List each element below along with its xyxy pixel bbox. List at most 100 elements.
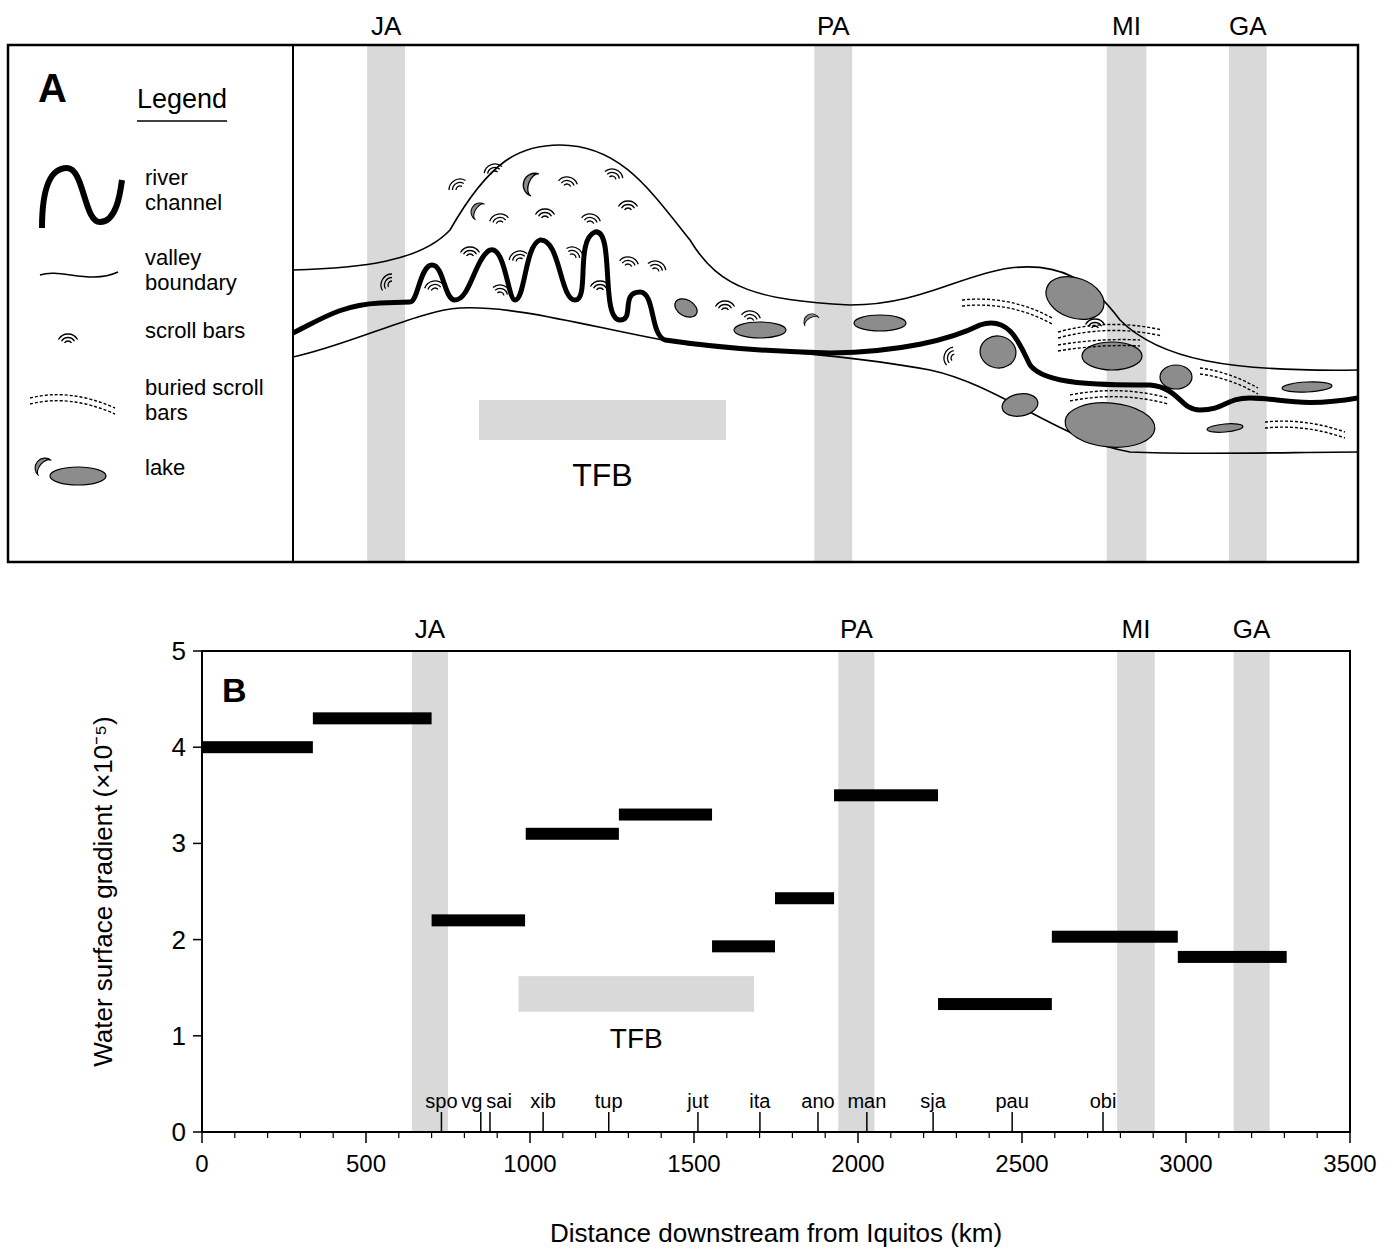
- reach-band: [1229, 45, 1267, 562]
- panel-a-bands: [367, 45, 1267, 562]
- legend-label: lake: [145, 455, 185, 480]
- buried-scroll-bar: [962, 299, 1052, 318]
- station-tick: [1102, 1112, 1104, 1132]
- legend-line: buried scroll: [145, 375, 264, 400]
- gradient-segment: [432, 914, 525, 926]
- y-tick: [193, 650, 202, 652]
- lake: [1063, 399, 1156, 451]
- buried-scroll-bar: [1265, 427, 1345, 438]
- x-minor-tick: [300, 1132, 301, 1138]
- scroll-bar: [507, 248, 528, 263]
- scroll-arc: [597, 288, 604, 290]
- reach-band: [1107, 45, 1147, 562]
- gradient-segment: [712, 940, 775, 952]
- buried-scroll-bar: [1070, 391, 1168, 398]
- scroll-arc: [625, 263, 632, 266]
- scroll-bar: [378, 271, 395, 292]
- y-tick-label: 1: [172, 1021, 186, 1051]
- legend-title: Legend: [137, 84, 227, 114]
- oxbow-lake: [520, 170, 539, 196]
- scroll-bar: [619, 256, 639, 268]
- scroll-arc: [497, 291, 504, 295]
- scroll-arc: [609, 175, 616, 179]
- x-tick-label: 1000: [503, 1150, 556, 1177]
- x-tick: [1021, 1132, 1023, 1143]
- x-minor-tick: [234, 1132, 235, 1138]
- x-tick-label: 1500: [667, 1150, 720, 1177]
- legend-line: valley: [145, 245, 201, 270]
- scroll-arc: [715, 301, 734, 307]
- reach-label: PA: [817, 11, 850, 41]
- valley-boundary: [293, 308, 1358, 454]
- gradient-segment: [938, 998, 1052, 1010]
- scroll-arc: [58, 334, 77, 340]
- buried-scroll-bar: [1058, 340, 1140, 345]
- scroll-bar: [581, 213, 601, 225]
- lake: [854, 315, 906, 331]
- x-minor-tick: [1054, 1132, 1055, 1138]
- lake: [1207, 422, 1244, 433]
- scroll-bar: [58, 334, 77, 343]
- y-axis-title: Water surface gradient (×10⁻⁵): [88, 716, 118, 1066]
- station-tick: [817, 1112, 819, 1132]
- station-label: jut: [686, 1090, 709, 1112]
- scroll-bar: [558, 176, 578, 188]
- scroll-arc: [446, 176, 465, 190]
- x-minor-tick: [661, 1132, 662, 1138]
- station-label: ano: [801, 1090, 834, 1112]
- station-tick: [480, 1112, 482, 1132]
- station-tick: [489, 1112, 491, 1132]
- reach-label: GA: [1233, 614, 1271, 644]
- plot-area: [202, 651, 1287, 1132]
- x-minor-tick: [464, 1132, 465, 1138]
- lake: [1040, 269, 1110, 327]
- legend-line: boundary: [145, 270, 237, 295]
- station-label: spo: [425, 1090, 457, 1112]
- legend-title-underline: [137, 120, 227, 122]
- scroll-arc: [1092, 326, 1099, 328]
- scroll-arc: [722, 308, 729, 310]
- scroll-bar: [446, 176, 467, 193]
- x-minor-tick: [989, 1132, 990, 1138]
- scroll-arc: [455, 185, 462, 190]
- oxbow-lake: [31, 454, 51, 476]
- reach-label: JA: [415, 614, 446, 644]
- scroll-bar: [535, 209, 554, 218]
- station-label: ita: [749, 1090, 771, 1112]
- scroll-arc: [387, 280, 392, 287]
- x-minor-tick: [1087, 1132, 1088, 1138]
- legend-line: river: [145, 165, 188, 190]
- lake: [1282, 381, 1332, 394]
- scroll-arc: [559, 176, 579, 185]
- buried-scroll-bar: [1058, 346, 1140, 351]
- reach-label: MI: [1112, 11, 1141, 41]
- x-minor-tick: [792, 1132, 793, 1138]
- scroll-arc: [424, 280, 444, 289]
- reach-label: PA: [840, 614, 873, 644]
- scroll-arc: [941, 345, 953, 365]
- y-tick: [193, 939, 202, 941]
- gradient-segment: [313, 712, 432, 724]
- tfb-label: TFB: [610, 1023, 663, 1054]
- lake: [1000, 391, 1039, 419]
- scroll-arc: [378, 271, 392, 290]
- gradient-segment: [526, 828, 619, 840]
- scroll-arc: [427, 283, 440, 289]
- tfb-label: TFB: [572, 457, 632, 493]
- lake: [672, 295, 701, 321]
- scroll-arc: [65, 341, 72, 343]
- station-tick: [1011, 1112, 1013, 1132]
- scroll-arc: [490, 170, 497, 174]
- legend-line: bars: [145, 400, 188, 425]
- scroll-arc: [460, 247, 479, 253]
- gradient-segment: [834, 789, 938, 801]
- station-label: vg: [461, 1090, 482, 1112]
- river-channel: [293, 232, 1358, 410]
- x-minor-tick: [595, 1132, 596, 1138]
- station-label: pau: [995, 1090, 1028, 1112]
- x-tick-label: 2000: [831, 1150, 884, 1177]
- scroll-arc: [605, 166, 625, 178]
- legend-river-symbol: [42, 168, 122, 228]
- x-minor-tick: [759, 1132, 760, 1138]
- scroll-bar: [647, 258, 668, 273]
